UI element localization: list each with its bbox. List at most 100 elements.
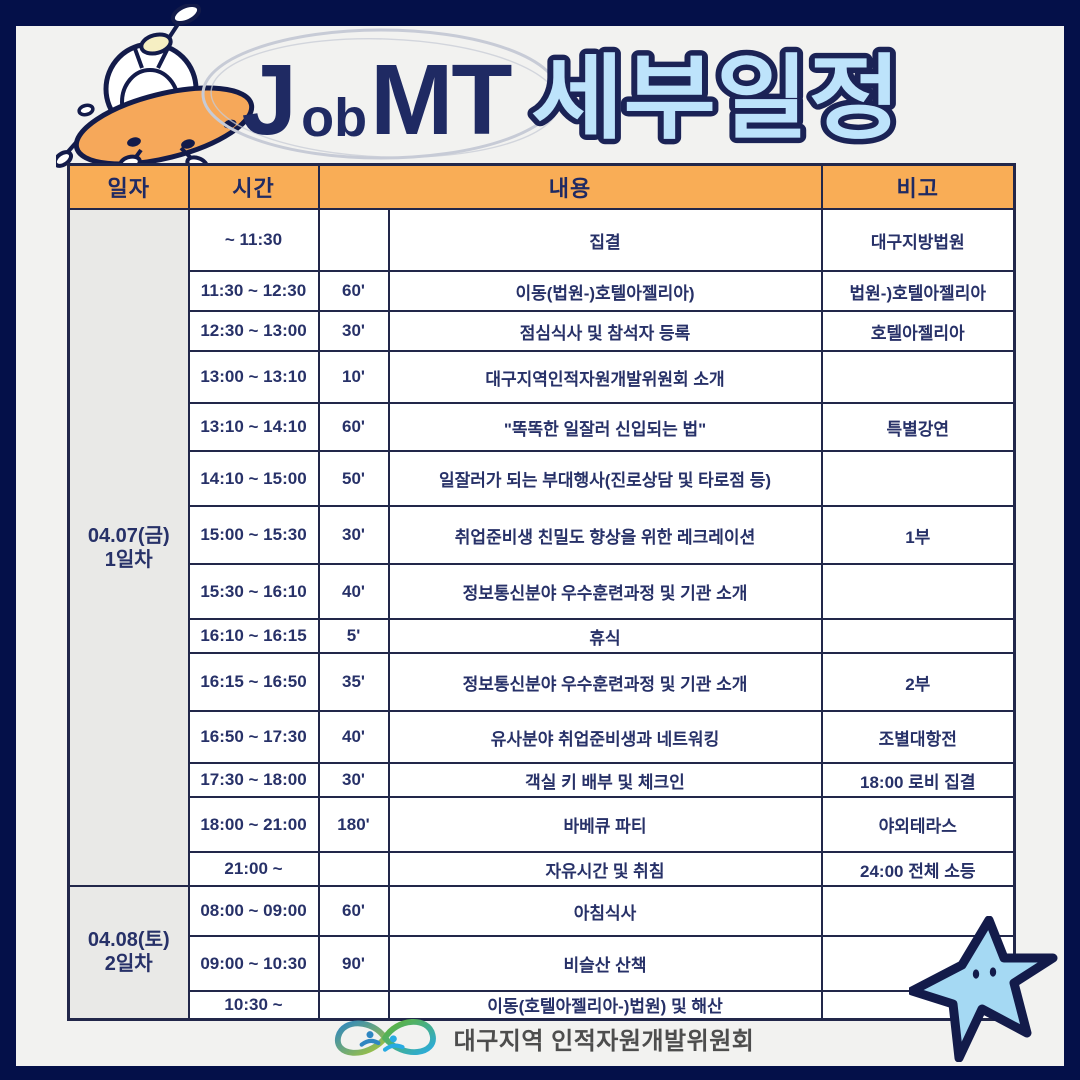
duration-cell: 30' xyxy=(317,762,390,798)
duration-cell xyxy=(317,208,390,272)
time-cell: 10:30 ~ xyxy=(187,990,320,1020)
time-cell: 13:00 ~ 13:10 xyxy=(187,350,320,404)
content-cell: 객실 키 배부 및 체크인 xyxy=(387,762,823,798)
schedule-row: 04.08(토) 2일차 08:00 ~ 09:00 60' 아침식사 xyxy=(67,885,1016,1020)
content-cell: 일잘러가 되는 부대행사(진로상담 및 타로점 등) xyxy=(387,450,823,507)
content-cell: 유사분야 취업준비생과 네트워킹 xyxy=(387,710,823,764)
schedule-row: 12:30 ~ 13:00 30' 점심식사 및 참석자 등록 호텔아젤리아 xyxy=(69,310,1016,352)
note-cell: 호텔아젤리아 xyxy=(820,310,1016,352)
duration-cell: 60' xyxy=(317,402,390,452)
note-cell: 특별강연 xyxy=(820,402,1016,452)
org-name: 대구지역 인적자원개발위원회 xyxy=(453,1027,755,1055)
duration-cell: 30' xyxy=(317,505,390,565)
duration-cell: 10' xyxy=(317,350,390,404)
ufo-icon xyxy=(56,4,255,172)
schedule-row: 16:50 ~ 17:30 40' 유사분야 취업준비생과 네트워킹 조별대항전 xyxy=(69,710,1016,764)
duration-cell: 60' xyxy=(317,270,390,312)
duration-cell: 30' xyxy=(317,310,390,352)
duration-cell: 60' xyxy=(317,885,390,937)
time-cell: 09:00 ~ 10:30 xyxy=(187,935,320,992)
note-cell xyxy=(820,618,1016,654)
time-cell: 12:30 ~ 13:00 xyxy=(187,310,320,352)
note-cell: 법원-)호텔아젤리아 xyxy=(820,270,1016,312)
note-cell: 2부 xyxy=(820,652,1016,712)
content-cell: 휴식 xyxy=(387,618,823,654)
content-cell: 점심식사 및 참석자 등록 xyxy=(387,310,823,352)
schedule-table-body: 04.07(금) 1일차 ~ 11:30 집결 대구지방법원 11:30 ~ 12:30 6… xyxy=(67,208,1016,1020)
starfish-icon xyxy=(909,916,1058,1062)
time-cell: 15:30 ~ 16:10 xyxy=(187,563,320,620)
title-mt: MT xyxy=(370,44,512,156)
duration-cell: 40' xyxy=(317,563,390,620)
time-cell: 16:10 ~ 16:15 xyxy=(187,618,320,654)
schedule-row: 13:10 ~ 14:10 60' "똑똑한 일잘러 신입되는 법" 특별강연 xyxy=(69,402,1016,452)
schedule-row: 09:00 ~ 10:30 90' 비슬산 산책 xyxy=(69,935,1016,992)
schedule-table: 일자 시간 내용 비고 04.07(금) 1일차 ~ 11:30 집결 대구지방법원 11:30… xyxy=(67,163,1017,1021)
note-cell: 1부 xyxy=(820,505,1016,565)
content-cell: 바베큐 파티 xyxy=(387,796,823,853)
time-cell: 16:15 ~ 16:50 xyxy=(187,652,320,712)
duration-cell: 180' xyxy=(317,796,390,853)
date-cell: 04.08(토) 2일차 xyxy=(67,885,190,1020)
org-logo-icon xyxy=(334,1019,436,1056)
time-cell: 13:10 ~ 14:10 xyxy=(187,402,320,452)
sketch-ellipse xyxy=(201,28,561,160)
column-header-일자: 일자 xyxy=(67,163,190,210)
content-cell: "똑똑한 일잘러 신입되는 법" xyxy=(387,402,823,452)
schedule-row: 04.07(금) 1일차 ~ 11:30 집결 대구지방법원 xyxy=(67,208,1016,887)
schedule-row: 16:15 ~ 16:50 35' 정보통신분야 우수훈련과정 및 기관 소개 2부 xyxy=(69,652,1016,712)
time-cell: 17:30 ~ 18:00 xyxy=(187,762,320,798)
note-cell: 18:00 로비 집결 xyxy=(820,762,1016,798)
time-cell: 18:00 ~ 21:00 xyxy=(187,796,320,853)
content-cell: 정보통신분야 우수훈련과정 및 기관 소개 xyxy=(387,652,823,712)
duration-cell: 5' xyxy=(317,618,390,654)
content-cell: 취업준비생 친밀도 향상을 위한 레크레이션 xyxy=(387,505,823,565)
duration-cell: 90' xyxy=(317,935,390,992)
title-korean-text: 세부일정 xyxy=(531,48,901,150)
content-cell: 이동(호텔아젤리아-)법원) 및 해산 xyxy=(387,990,823,1020)
schedule-row: 15:30 ~ 16:10 40' 정보통신분야 우수훈련과정 및 기관 소개 xyxy=(69,563,1016,620)
time-cell: 15:00 ~ 15:30 xyxy=(187,505,320,565)
schedule-row: 16:10 ~ 16:15 5' 휴식 xyxy=(69,618,1016,654)
duration-cell: 40' xyxy=(317,710,390,764)
title-ob: ob xyxy=(301,88,368,148)
schedule-row: 11:30 ~ 12:30 60' 이동(법원-)호텔아젤리아) 법원-)호텔아젤리아 xyxy=(69,270,1016,312)
time-cell: 21:00 ~ xyxy=(187,851,320,887)
column-header-비고: 비고 xyxy=(820,163,1016,210)
title-j: J xyxy=(241,44,298,156)
page-title-ko: 세부일정 xyxy=(526,43,907,156)
note-cell: 24:00 전체 소등 xyxy=(820,851,1016,887)
note-cell: 야외테라스 xyxy=(820,796,1016,853)
column-header-내용: 내용 xyxy=(317,163,823,210)
schedule-row: 14:10 ~ 15:00 50' 일잘러가 되는 부대행사(진로상담 및 타로점 … xyxy=(69,450,1016,507)
schedule-row: 13:00 ~ 13:10 10' 대구지역인적자원개발위원회 소개 xyxy=(69,350,1016,404)
content-cell: 대구지역인적자원개발위원회 소개 xyxy=(387,350,823,404)
duration-cell xyxy=(317,851,390,887)
schedule-table-head: 일자 시간 내용 비고 xyxy=(67,163,1016,210)
schedule-row: 17:30 ~ 18:00 30' 객실 키 배부 및 체크인 18:00 로비 집결 xyxy=(69,762,1016,798)
content-cell: 아침식사 xyxy=(387,885,823,937)
content-cell: 정보통신분야 우수훈련과정 및 기관 소개 xyxy=(387,563,823,620)
note-cell xyxy=(820,563,1016,620)
duration-cell xyxy=(317,990,390,1020)
content-cell: 이동(법원-)호텔아젤리아) xyxy=(387,270,823,312)
note-cell: 조별대항전 xyxy=(820,710,1016,764)
footer: 대구지역 인적자원개발위원회 xyxy=(16,1012,1064,1064)
content-cell: 비슬산 산책 xyxy=(387,935,823,992)
duration-cell: 50' xyxy=(317,450,390,507)
date-cell: 04.07(금) 1일차 xyxy=(67,208,190,887)
schedule-row: 18:00 ~ 21:00 180' 바베큐 파티 야외테라스 xyxy=(69,796,1016,853)
note-cell xyxy=(820,450,1016,507)
schedule-row: 15:00 ~ 15:30 30' 취업준비생 친밀도 향상을 위한 레크레이션 1부 xyxy=(69,505,1016,565)
time-cell: ~ 11:30 xyxy=(187,208,320,272)
duration-cell: 35' xyxy=(317,652,390,712)
time-cell: 16:50 ~ 17:30 xyxy=(187,710,320,764)
content-cell: 집결 xyxy=(387,208,823,272)
schedule-row: 21:00 ~ 자유시간 및 취침 24:00 전체 소등 xyxy=(69,851,1016,887)
note-cell xyxy=(820,885,1016,937)
note-cell: 대구지방법원 xyxy=(820,208,1016,272)
time-cell: 08:00 ~ 09:00 xyxy=(187,885,320,937)
time-cell: 11:30 ~ 12:30 xyxy=(187,270,320,312)
